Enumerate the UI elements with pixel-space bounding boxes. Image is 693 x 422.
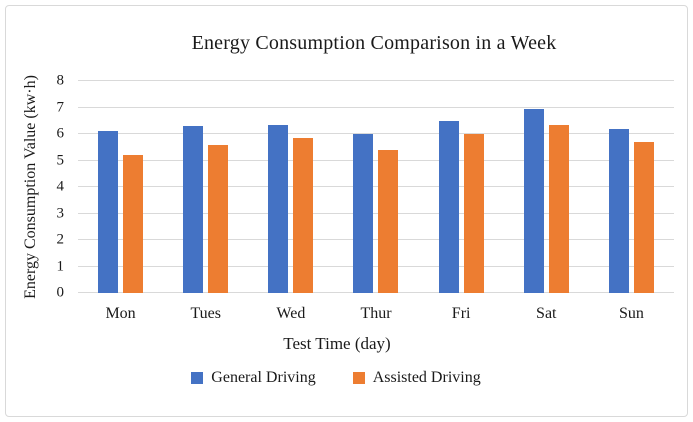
bar-assisted-driving-mon [123, 155, 144, 293]
bar-general-driving-mon [98, 131, 119, 293]
y-axis-tick-label: 3 [56, 205, 65, 221]
bar-general-driving-fri [438, 120, 459, 293]
bar-assisted-driving-wed [293, 137, 314, 293]
category-group-fri [419, 81, 504, 293]
legend-label-general-driving: General Driving [211, 369, 316, 386]
gridline [78, 133, 674, 134]
legend: General Driving Assisted Driving [6, 370, 666, 386]
bar-general-driving-sat [523, 108, 544, 293]
gridline [78, 186, 674, 187]
y-axis-tick-label: 0 [56, 284, 65, 301]
y-axis-tick-label: 5 [56, 152, 65, 168]
bar-assisted-driving-fri [463, 134, 484, 293]
x-axis-title: Test Time (day) [283, 334, 391, 353]
bar-assisted-driving-thur [378, 149, 399, 293]
x-axis-label-sat: Sat [536, 305, 557, 322]
bar-assisted-driving-tues [208, 144, 229, 293]
plot-area [78, 80, 674, 293]
y-axis-ticks: 0 1 2 3 4 5 6 7 8 [6, 73, 65, 300]
x-axis-label-fri: Fri [451, 305, 471, 322]
y-axis-tick-label: 2 [56, 231, 65, 248]
gridline [78, 212, 674, 214]
bar-general-driving-wed [268, 124, 289, 293]
legend-label-assisted-driving: Assisted Driving [372, 369, 481, 386]
y-axis-tick-label: 4 [56, 178, 65, 195]
gridline [78, 239, 674, 240]
y-axis-tick-label: 7 [56, 99, 65, 115]
category-group-sat [504, 81, 589, 293]
category-group-mon [78, 81, 163, 293]
bar-assisted-driving-sun [633, 141, 654, 293]
y-axis-tick-label: 1 [56, 258, 65, 274]
x-axis-label-tues: Tues [190, 305, 221, 322]
x-axis-label-mon: Mon [105, 305, 136, 322]
category-group-thur [333, 81, 418, 293]
legend-item-general-driving: General Driving [191, 369, 316, 386]
category-group-wed [248, 81, 333, 293]
x-axis-label-wed: Wed [276, 305, 306, 322]
gridline [78, 265, 674, 267]
y-axis-tick-label: 8 [56, 72, 65, 89]
bar-general-driving-thur [353, 134, 374, 293]
y-axis-tick-label: 6 [56, 125, 65, 142]
legend-item-assisted-driving: Assisted Driving [352, 369, 481, 386]
x-axis-label-thur: Thur [360, 305, 392, 322]
category-group-sun [589, 81, 674, 293]
legend-swatch-assisted-driving [352, 372, 365, 384]
gridline [78, 80, 674, 81]
gridline [78, 159, 674, 161]
bar-general-driving-tues [183, 126, 204, 293]
legend-swatch-general-driving [191, 372, 204, 384]
bars-row [78, 81, 674, 293]
gridline [78, 106, 674, 108]
bar-general-driving-sun [608, 128, 629, 293]
category-group-tues [163, 81, 248, 293]
x-axis-label-sun: Sun [618, 305, 644, 322]
chart-title: Energy Consumption Comparison in a Week [191, 32, 557, 54]
chart-frame: Energy Consumption Comparison in a Week … [5, 5, 688, 417]
bar-assisted-driving-sat [548, 124, 569, 293]
x-axis-labels: Mon Tues Wed Thur Fri Sat Sun [78, 305, 674, 323]
gridline [78, 292, 674, 293]
